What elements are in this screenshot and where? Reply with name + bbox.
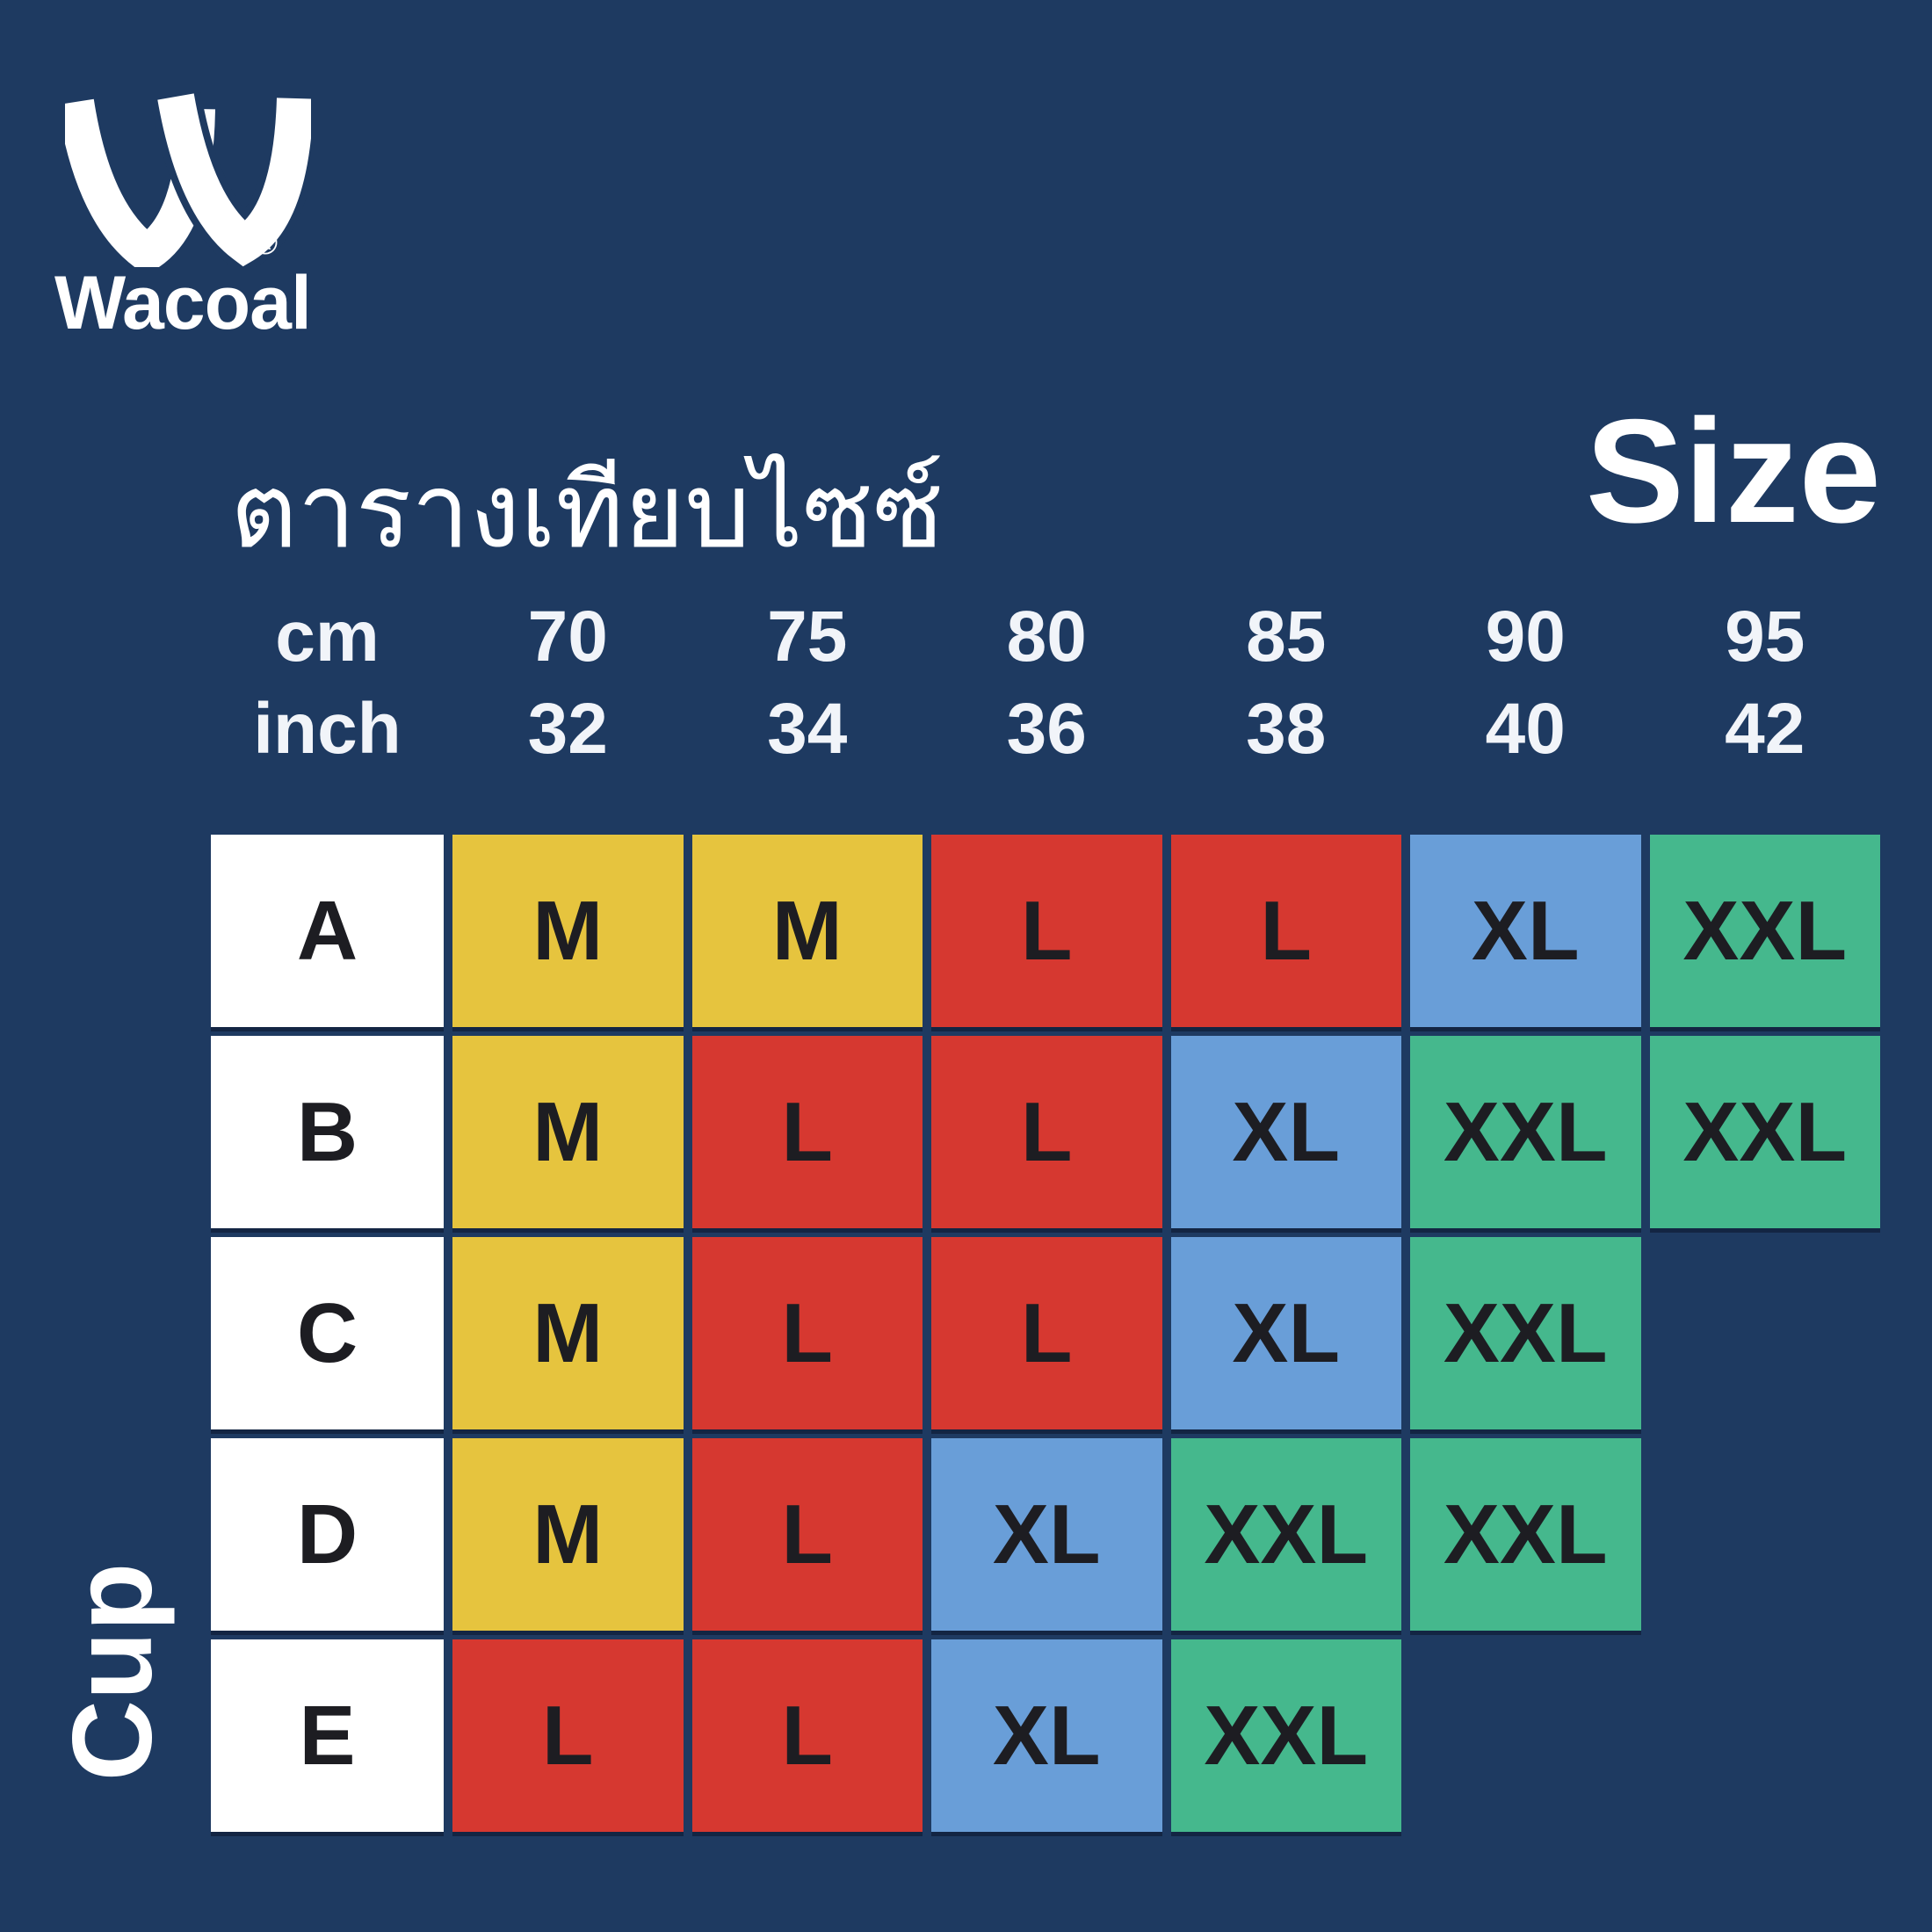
- empty-cell: [1650, 1639, 1881, 1832]
- inch-value-40: 40: [1485, 688, 1566, 769]
- size-cell-cupE-70cm: L: [452, 1639, 684, 1832]
- size-cell-cupD-85cm: XXL: [1170, 1438, 1401, 1631]
- size-cell-cupB-90cm: XXL: [1410, 1036, 1641, 1228]
- size-cell-cupE-75cm: L: [691, 1639, 923, 1832]
- size-cell-cupE-80cm: XL: [931, 1639, 1162, 1832]
- cm-value-90: 90: [1485, 596, 1566, 677]
- cup-label-C: C: [211, 1237, 444, 1429]
- size-table: A M M L L XL XXL B M L L XL XXL XXL C M L L XL XXL D M L XL XXL X…: [211, 835, 1880, 1832]
- size-cell-cupB-95cm: XXL: [1649, 1036, 1880, 1228]
- inch-value-42: 42: [1725, 688, 1805, 769]
- size-cell-cupC-80cm: L: [931, 1237, 1162, 1429]
- size-cell-cupA-70cm: M: [452, 835, 684, 1027]
- cup-label-E: E: [211, 1639, 444, 1832]
- size-cell-cupD-70cm: M: [452, 1438, 684, 1631]
- cm-value-75: 75: [767, 596, 848, 677]
- cup-axis-label: Cup: [49, 1562, 176, 1782]
- inch-value-34: 34: [767, 688, 848, 769]
- cm-value-80: 80: [1006, 596, 1087, 677]
- size-cell-cupC-75cm: L: [691, 1237, 923, 1429]
- cm-value-95: 95: [1725, 596, 1805, 677]
- size-cell-cupC-90cm: XXL: [1410, 1237, 1641, 1429]
- registered-trademark-icon: ®: [253, 225, 278, 262]
- size-cell-cupC-85cm: XL: [1170, 1237, 1401, 1429]
- unit-label-cm: cm: [275, 596, 380, 677]
- size-cell-cupA-80cm: L: [931, 835, 1162, 1027]
- size-cell-cupA-90cm: XL: [1410, 835, 1641, 1027]
- size-cell-cupB-80cm: L: [931, 1036, 1162, 1228]
- size-cell-cupA-95cm: XXL: [1649, 835, 1880, 1027]
- size-cell-cupB-85cm: XL: [1170, 1036, 1401, 1228]
- inch-value-36: 36: [1006, 688, 1087, 769]
- size-cell-cupD-75cm: L: [691, 1438, 923, 1631]
- unit-label-inch: inch: [253, 688, 402, 769]
- column-headers: cm 70 75 80 85 90 95 inch 32 34 36 38 40…: [211, 590, 1880, 775]
- size-cell-cupB-70cm: M: [452, 1036, 684, 1228]
- size-cell-cupB-75cm: L: [691, 1036, 923, 1228]
- wacoal-wings-icon: [65, 91, 311, 267]
- cm-value-70: 70: [527, 596, 608, 677]
- empty-cell: [1650, 1438, 1881, 1631]
- size-cell-cupA-85cm: L: [1170, 835, 1401, 1027]
- size-cell-cupC-70cm: M: [452, 1237, 684, 1429]
- size-cell-cupE-85cm: XXL: [1170, 1639, 1401, 1832]
- size-cell-cupD-80cm: XL: [931, 1438, 1162, 1631]
- cm-value-85: 85: [1246, 596, 1327, 677]
- cup-label-A: A: [211, 835, 444, 1027]
- empty-cell: [1650, 1237, 1881, 1429]
- cup-label-B: B: [211, 1036, 444, 1228]
- size-title: Size: [1585, 388, 1881, 554]
- wacoal-wordmark: Wacoal: [54, 261, 312, 345]
- inch-value-38: 38: [1246, 688, 1327, 769]
- size-cell-cupD-90cm: XXL: [1410, 1438, 1641, 1631]
- size-cell-cupA-75cm: M: [691, 835, 923, 1027]
- empty-cell: [1410, 1639, 1641, 1832]
- inch-value-32: 32: [527, 688, 608, 769]
- cup-label-D: D: [211, 1438, 444, 1631]
- thai-size-chart-title: ตารางเทียบไซซ์: [230, 453, 944, 569]
